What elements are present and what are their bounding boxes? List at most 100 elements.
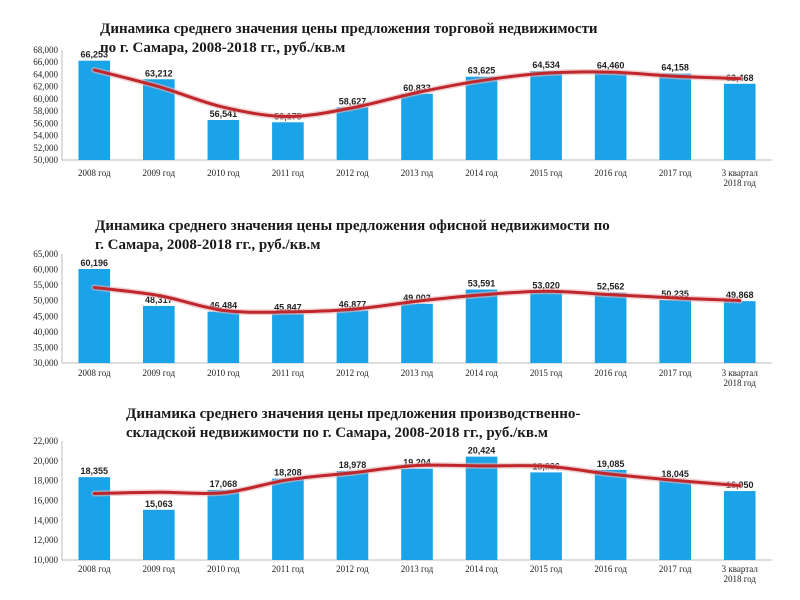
- category-label: 2010 год: [207, 368, 240, 378]
- chart-title-line: Динамика среднего значения цены предложе…: [126, 406, 581, 422]
- chart-title-line: г. Самара, 2008-2018 гг., руб./кв.м: [95, 237, 321, 253]
- category-label: 2015 год: [530, 168, 563, 178]
- bar: [272, 122, 304, 160]
- data-label: 45,847: [274, 303, 302, 313]
- category-label: 2013 год: [401, 168, 434, 178]
- chart-title-line: Динамика среднего значения цены предложе…: [100, 21, 598, 37]
- bar: [594, 292, 627, 363]
- chart-svg-industrial: 10,000 12,000 14,000 16,000 18,000 20,000 22,0…: [33, 436, 772, 584]
- y-tick-label: 30,000: [33, 358, 58, 368]
- category-label: 2018 год: [723, 574, 756, 584]
- data-label: 66,253: [81, 50, 109, 60]
- data-label: 17,068: [210, 479, 238, 489]
- category-label: 2016 год: [594, 168, 627, 178]
- category-label: 3 квартал: [722, 368, 759, 378]
- category-label: 2012 год: [336, 368, 369, 378]
- chart-retail: Динамика среднего значения цены предложе…: [0, 0, 800, 200]
- category-label: 2011 год: [272, 168, 305, 178]
- bar: [78, 268, 111, 363]
- data-label: 64,460: [597, 61, 625, 71]
- y-tick-label: 66,000: [33, 57, 58, 67]
- trend-line: [92, 285, 742, 314]
- bar: [530, 291, 562, 363]
- category-label: 2013 год: [401, 368, 434, 378]
- category-label: 2017 год: [659, 168, 692, 178]
- data-label: 18,978: [339, 460, 367, 470]
- category-label: 2011 год: [272, 368, 305, 378]
- y-tick-label: 56,000: [33, 118, 58, 128]
- bar: [143, 509, 175, 560]
- bar: [723, 491, 756, 560]
- bar: [465, 76, 498, 160]
- category-label: 2018 год: [723, 378, 756, 388]
- category-label: 2013 год: [401, 564, 434, 574]
- y-tick-label: 65,000: [33, 249, 58, 259]
- category-label: 2009 год: [143, 168, 176, 178]
- category-label: 2008 год: [78, 564, 111, 574]
- y-tick-label: 52,000: [33, 143, 58, 153]
- data-label: 52,562: [597, 282, 625, 292]
- category-label: 2012 год: [336, 564, 369, 574]
- category-label: 2016 год: [594, 368, 627, 378]
- bar: [207, 311, 240, 363]
- category-label: 2015 год: [530, 368, 563, 378]
- category-label: 2008 год: [78, 368, 111, 378]
- data-label: 20,424: [468, 446, 496, 456]
- bar: [401, 468, 433, 560]
- bar: [78, 477, 111, 560]
- chart-office: Динамика среднего значения цены предложе…: [0, 200, 800, 400]
- y-tick-label: 35,000: [33, 342, 58, 352]
- bar: [78, 60, 111, 160]
- trend-line: [92, 68, 742, 119]
- category-label: 2009 год: [143, 564, 176, 574]
- data-label: 18,045: [661, 469, 689, 479]
- bar: [659, 480, 691, 560]
- bar: [336, 107, 369, 160]
- chart-svg-retail: 50,000 52,000 54,000 56,000 58,000 60,000 62,0…: [33, 45, 772, 188]
- trend-line: [92, 463, 742, 496]
- y-tick-label: 12,000: [33, 535, 58, 545]
- chart-title-office: Динамика среднего значения цены предложе…: [95, 217, 610, 255]
- y-tick-label: 60,000: [33, 94, 58, 104]
- chart-title-line: по г. Самара, 2008-2018 гг., руб./кв.м: [100, 40, 346, 56]
- bar: [336, 310, 369, 363]
- category-label: 2008 год: [78, 168, 111, 178]
- bar: [530, 472, 562, 560]
- data-label: 56,541: [210, 109, 238, 119]
- y-tick-label: 64,000: [33, 69, 58, 79]
- data-label: 53,020: [532, 280, 560, 290]
- y-tick-label: 58,000: [33, 106, 58, 116]
- category-label: 2010 год: [207, 168, 240, 178]
- data-label: 50,235: [661, 289, 689, 299]
- bar: [659, 73, 691, 160]
- category-label: 2015 год: [530, 564, 563, 574]
- bar: [143, 305, 175, 363]
- category-label: 2018 год: [723, 178, 756, 188]
- data-label: 64,534: [532, 60, 560, 70]
- chart-svg-office: 30,000 35,000 40,000 45,000 50,000 55,000 60,0…: [33, 249, 772, 388]
- bar: [401, 303, 433, 363]
- chart-title-line: Динамика среднего значения цены предложе…: [95, 218, 610, 234]
- category-label: 3 квартал: [722, 168, 759, 178]
- bar: [723, 301, 756, 363]
- data-label: 49,868: [726, 290, 754, 300]
- data-label: 58,627: [339, 96, 367, 106]
- y-tick-label: 16,000: [33, 496, 58, 506]
- category-label: 2009 год: [143, 368, 176, 378]
- y-tick-label: 10,000: [33, 555, 58, 565]
- bar: [272, 313, 304, 363]
- bar: [207, 489, 240, 560]
- y-tick-label: 20,000: [33, 456, 58, 466]
- category-label: 2014 год: [465, 368, 498, 378]
- y-tick-label: 54,000: [33, 131, 58, 141]
- data-label: 18,208: [274, 468, 302, 478]
- bar: [659, 299, 691, 363]
- category-label: 3 квартал: [722, 564, 759, 574]
- y-tick-label: 22,000: [33, 436, 58, 446]
- data-label: 53,591: [468, 279, 496, 289]
- bar: [465, 289, 498, 363]
- data-label: 46,484: [210, 301, 238, 311]
- bar: [336, 470, 369, 560]
- category-label: 2011 год: [272, 564, 305, 574]
- bar: [272, 478, 304, 560]
